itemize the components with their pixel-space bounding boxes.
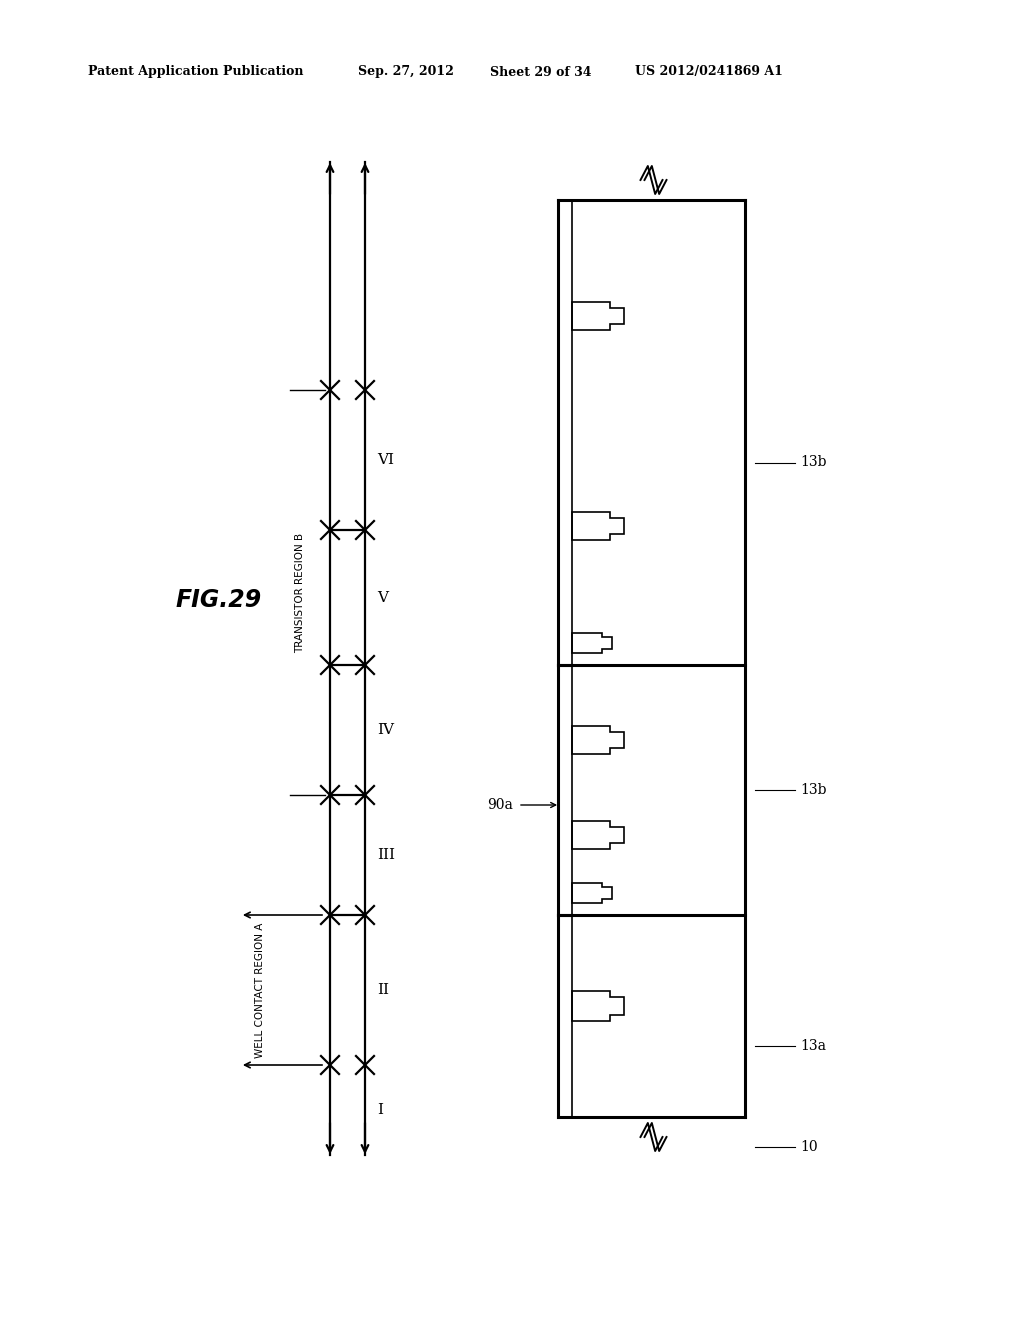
Text: 13b: 13b [800,455,826,470]
Text: VI: VI [377,453,394,467]
Text: Patent Application Publication: Patent Application Publication [88,66,303,78]
Text: III: III [377,847,395,862]
Text: 13a: 13a [800,1039,826,1053]
Text: Sheet 29 of 34: Sheet 29 of 34 [490,66,592,78]
Text: II: II [377,983,389,997]
Text: V: V [377,590,388,605]
Text: US 2012/0241869 A1: US 2012/0241869 A1 [635,66,783,78]
Text: 13b: 13b [800,783,826,797]
Text: FIG.29: FIG.29 [175,587,261,612]
Text: TRANSISTOR REGION B: TRANSISTOR REGION B [295,532,305,652]
Text: Sep. 27, 2012: Sep. 27, 2012 [358,66,454,78]
Text: 10: 10 [800,1140,817,1154]
Text: WELL CONTACT REGION A: WELL CONTACT REGION A [255,923,265,1057]
Text: IV: IV [377,723,394,737]
Text: I: I [377,1104,383,1117]
Text: 90a: 90a [487,799,513,812]
